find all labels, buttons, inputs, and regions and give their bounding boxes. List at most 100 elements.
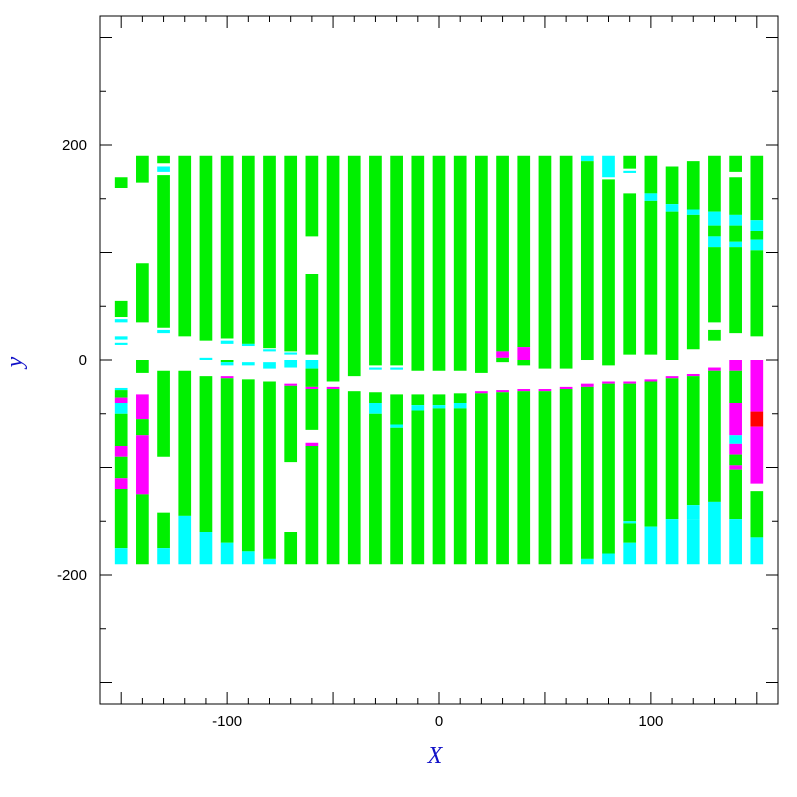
bars-layer <box>114 155 764 565</box>
bar-segment-green <box>136 419 149 436</box>
bar-segment-cyan <box>644 193 658 201</box>
bar-segment-green <box>580 161 594 361</box>
bar-segment-green <box>241 379 255 552</box>
tick-labels-layer: -100 0 100 200 0 -200 <box>57 137 663 730</box>
bar-segment-cyan <box>263 558 276 565</box>
bar-segment-cyan <box>114 387 128 391</box>
bar-column <box>708 155 721 565</box>
bar-segment-green <box>517 360 531 366</box>
bar-segment-cyan <box>157 548 170 565</box>
bar-segment-green <box>305 368 319 387</box>
bar-segment-green <box>305 446 319 565</box>
bar-segment-magenta <box>750 360 764 412</box>
y-tick-label: 200 <box>62 137 87 154</box>
bar-segment-magenta <box>729 465 742 470</box>
bar-column <box>390 155 403 565</box>
bar-segment-green <box>729 469 742 520</box>
bar-segment-cyan <box>750 239 764 251</box>
bar-segment-green <box>517 391 531 565</box>
bar-segment-green <box>263 155 276 349</box>
bar-segment-green <box>538 391 552 565</box>
bar-segment-magenta <box>729 360 742 371</box>
bar-segment-green <box>114 300 128 318</box>
bar-segment-cyan <box>602 166 615 178</box>
bar-segment-cyan <box>390 367 403 370</box>
bar-segment-green <box>453 155 467 371</box>
bar-segment-magenta <box>114 397 128 404</box>
bar-segment-green <box>623 383 637 522</box>
bar-segment-green <box>729 225 742 242</box>
bar-segment-magenta <box>623 381 637 384</box>
y-tick-label: -200 <box>57 567 87 584</box>
bar-segment-green <box>750 491 764 538</box>
bar-segment-magenta <box>517 389 531 392</box>
bar-segment-cyan <box>199 357 213 360</box>
bar-segment-magenta <box>517 347 531 360</box>
bar-segment-cyan <box>665 204 679 212</box>
bar-segment-green <box>559 389 573 565</box>
bar-segment-magenta <box>580 383 594 387</box>
bar-column <box>644 155 658 565</box>
bar-segment-cyan <box>750 220 764 231</box>
bar-segment-magenta <box>284 383 298 386</box>
bar-column <box>157 155 170 565</box>
bar-segment-magenta <box>114 478 128 489</box>
x-tick-label: 0 <box>435 713 443 730</box>
bar-segment-cyan <box>369 403 382 414</box>
bar-segment-magenta <box>559 386 573 390</box>
bar-segment-green <box>369 155 382 366</box>
bar-segment-green <box>496 155 509 352</box>
bar-segment-green <box>284 155 298 352</box>
bar-segment-cyan <box>623 170 637 173</box>
bar-column <box>114 177 128 565</box>
bar-segment-green <box>114 177 128 188</box>
bar-segment-magenta <box>729 443 742 455</box>
bar-segment-green <box>369 413 382 565</box>
y-axis-label: y <box>2 356 28 369</box>
bar-segment-green <box>580 386 594 559</box>
bar-segment-cyan <box>708 236 721 248</box>
bar-column <box>665 166 679 565</box>
bar-segment-green <box>729 177 742 215</box>
bar-segment-magenta <box>686 373 700 377</box>
bar-segment-green <box>453 408 467 565</box>
bar-column <box>496 155 509 565</box>
bar-segment-cyan <box>580 155 594 162</box>
bar-segment-magenta <box>220 376 234 379</box>
bar-segment-cyan <box>665 519 679 565</box>
bar-segment-green <box>411 410 425 565</box>
bar-segment-green <box>114 489 128 549</box>
bar-segment-magenta <box>326 386 340 390</box>
bar-column <box>305 155 319 565</box>
bar-segment-green <box>114 390 128 398</box>
bar-segment-cyan <box>157 329 170 334</box>
bar-segment-green <box>114 456 128 479</box>
bar-segment-green <box>453 393 467 403</box>
bar-segment-green <box>665 166 679 205</box>
bar-segment-magenta <box>665 376 679 379</box>
bar-segment-green <box>750 155 764 221</box>
bar-segment-magenta <box>729 403 742 436</box>
bar-column <box>623 155 637 565</box>
bar-segment-cyan <box>729 214 742 226</box>
bar-segment-green <box>326 389 340 565</box>
bar-segment-green <box>729 155 742 172</box>
x-tick-label: -100 <box>212 713 242 730</box>
bar-segment-green <box>369 392 382 403</box>
bar-column <box>517 155 531 565</box>
bar-segment-magenta <box>496 390 509 393</box>
bar-column <box>602 155 615 565</box>
bar-segment-cyan <box>157 166 170 172</box>
bar-segment-cyan <box>623 521 637 524</box>
bar-segment-cyan <box>220 340 234 344</box>
bar-segment-green <box>157 370 170 457</box>
bar-segment-magenta <box>602 381 615 384</box>
bar-column <box>220 155 234 565</box>
bar-segment-green <box>114 413 128 446</box>
bar-column <box>178 155 192 565</box>
bar-segment-green <box>623 155 637 169</box>
ticks-layer <box>100 16 778 704</box>
bar-segment-cyan <box>623 542 637 565</box>
bar-segment-green <box>623 193 637 355</box>
bar-segment-green <box>496 357 509 363</box>
